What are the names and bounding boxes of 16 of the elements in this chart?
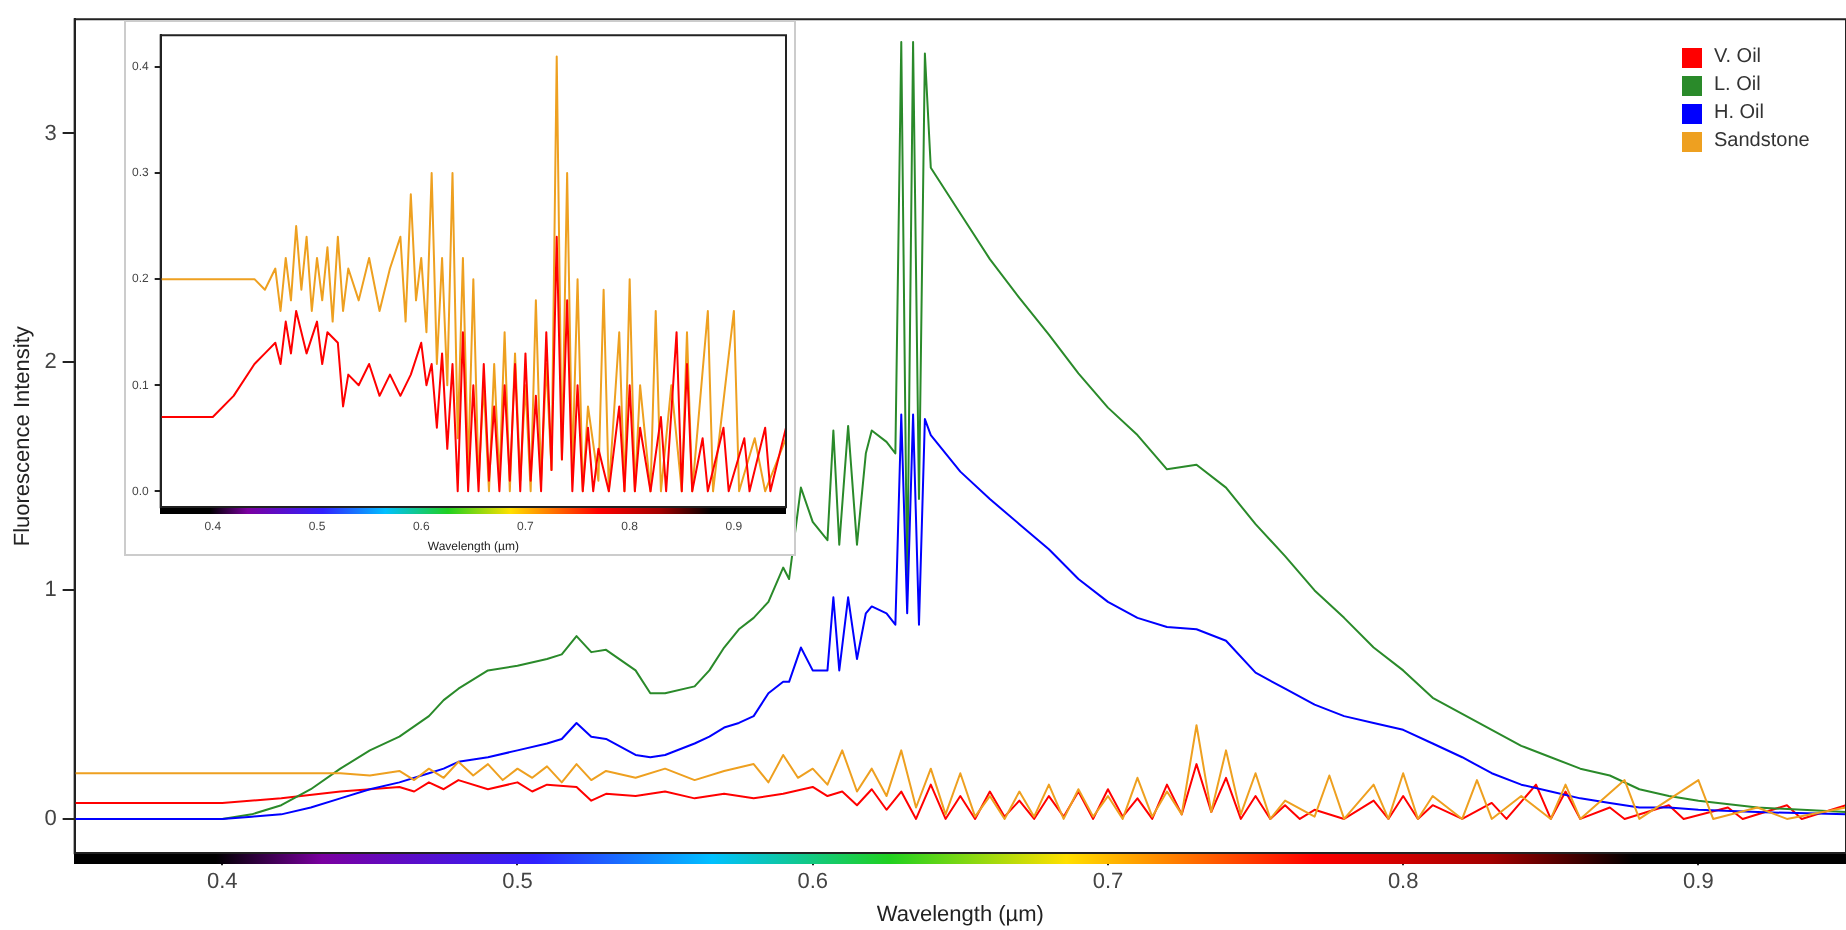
legend-label: H. Oil bbox=[1714, 102, 1764, 125]
legend-label: Sandstone bbox=[1714, 130, 1810, 153]
x-tick-label: 0.5 bbox=[502, 870, 533, 895]
legend-label: L. Oil bbox=[1714, 74, 1761, 97]
x-tick-label: 0.4 bbox=[206, 870, 238, 895]
x-tick-label: 0.7 bbox=[1092, 870, 1124, 895]
y-axis-title: Fluorescence Intensity bbox=[11, 325, 36, 547]
legend-label: V. Oil bbox=[1714, 46, 1762, 69]
y-tick-label: 2 bbox=[44, 350, 57, 374]
x-tick-label: 0.8 bbox=[1387, 870, 1419, 895]
x-tick-label: 0.9 bbox=[1683, 870, 1714, 895]
y-tick-label: 0 bbox=[44, 806, 57, 831]
x-tick-label: 0.6 bbox=[797, 870, 828, 895]
y-tick-label: 3 bbox=[44, 121, 57, 146]
x-axis-title: Wavelength (µm) bbox=[876, 902, 1044, 927]
y-tick-label: 1 bbox=[44, 578, 57, 603]
